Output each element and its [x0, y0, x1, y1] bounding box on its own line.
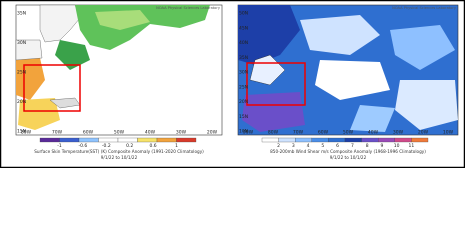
- colorbar-label: 10: [394, 143, 400, 149]
- lon-label: 60W: [318, 130, 329, 136]
- colorbar-label: 0.6: [150, 143, 157, 149]
- lon-label: 70W: [52, 130, 63, 136]
- colorbar-label: 3: [292, 143, 295, 149]
- colorbar-label: -1: [57, 143, 62, 149]
- colorbar-swatch: [39, 137, 60, 143]
- colorbar-swatch: [117, 137, 138, 143]
- lat-label: 10N: [239, 129, 248, 135]
- lat-label: 35N: [17, 11, 26, 17]
- lat-label: 40N: [239, 40, 248, 46]
- colorbar-swatch: [394, 137, 412, 143]
- colorbar-label: 5: [321, 143, 324, 149]
- lat-label: 15N: [239, 114, 248, 120]
- source-label: NOAA Physical Sciences Laboratory: [156, 6, 221, 10]
- colorbar-swatch: [311, 137, 329, 143]
- lon-label: 20W: [418, 130, 429, 136]
- lat-label: 25N: [17, 70, 26, 76]
- colorbar-swatch: [295, 137, 312, 143]
- colorbar-swatch: [278, 137, 296, 143]
- lon-label: 50W: [343, 130, 354, 136]
- colorbar-swatch: [344, 137, 362, 143]
- lon-label: 10W: [443, 130, 454, 136]
- lat-label: 25N: [239, 84, 248, 90]
- lat-label: 15N: [17, 129, 26, 135]
- colorbar-label: 0.2: [126, 143, 133, 149]
- lat-label: 35N: [239, 55, 248, 61]
- colorbar-label: -0.6: [79, 143, 88, 149]
- lon-label: 40W: [368, 130, 379, 136]
- colorbar-swatch: [411, 137, 429, 143]
- source-label: NOAA Physical Sciences Laboratory: [392, 6, 457, 10]
- colorbar-swatch: [59, 137, 80, 143]
- lat-label: 30N: [239, 70, 248, 76]
- lon-label: 70W: [293, 130, 304, 136]
- colorbar-label: 11: [409, 143, 415, 149]
- screenshot: NOAA Physical Sciences Laboratory 35N 30N 2…: [0, 0, 465, 169]
- colorbar-swatch: [261, 137, 279, 143]
- colorbar-swatch: [328, 137, 346, 143]
- colorbar-swatch: [176, 137, 197, 143]
- lat-label: 20N: [17, 99, 26, 105]
- lon-label: 80W: [21, 130, 32, 136]
- colorbar-label: 9: [380, 143, 383, 149]
- colorbar-label: 2: [277, 143, 280, 149]
- dates: 9/1/22 to 10/1/22: [101, 155, 138, 160]
- lon-label: 30W: [176, 130, 187, 136]
- lon-label: 40W: [145, 130, 156, 136]
- lat-label: 30N: [17, 40, 26, 46]
- colorbar-label: 6: [336, 143, 339, 149]
- caption: 850-200mb Wind Shear m/s Composite Anoma…: [270, 149, 426, 154]
- lat-label: 20N: [239, 99, 248, 105]
- lon-label: 90W: [243, 130, 254, 136]
- dates: 9/1/22 to 10/1/22: [330, 155, 367, 160]
- colorbar-swatch: [361, 137, 379, 143]
- colorbar-label: 1: [175, 143, 178, 149]
- colorbar-swatch: [137, 137, 158, 143]
- lon-label: 60W: [83, 130, 94, 136]
- lon-label: 50W: [114, 130, 125, 136]
- sst-map: [15, 4, 223, 136]
- colorbar-swatch: [378, 137, 395, 143]
- colorbar-swatch: [98, 137, 119, 143]
- colorbar-label: 4: [307, 143, 310, 149]
- lon-label: 80W: [268, 130, 279, 136]
- lat-label: 45N: [239, 25, 248, 31]
- colorbar-swatch: [156, 137, 177, 143]
- lon-label: 20W: [207, 130, 218, 136]
- lat-label: 50N: [239, 11, 248, 17]
- colorbar-label: 8: [366, 143, 369, 149]
- shear-map: [237, 4, 459, 136]
- colorbar-label: -0.2: [102, 143, 111, 149]
- colorbar-label: 7: [351, 143, 354, 149]
- lon-label: 30W: [393, 130, 404, 136]
- caption: Surface Skin Temperature(SST) (K) Compos…: [34, 149, 204, 154]
- colorbar-swatch: [78, 137, 99, 143]
